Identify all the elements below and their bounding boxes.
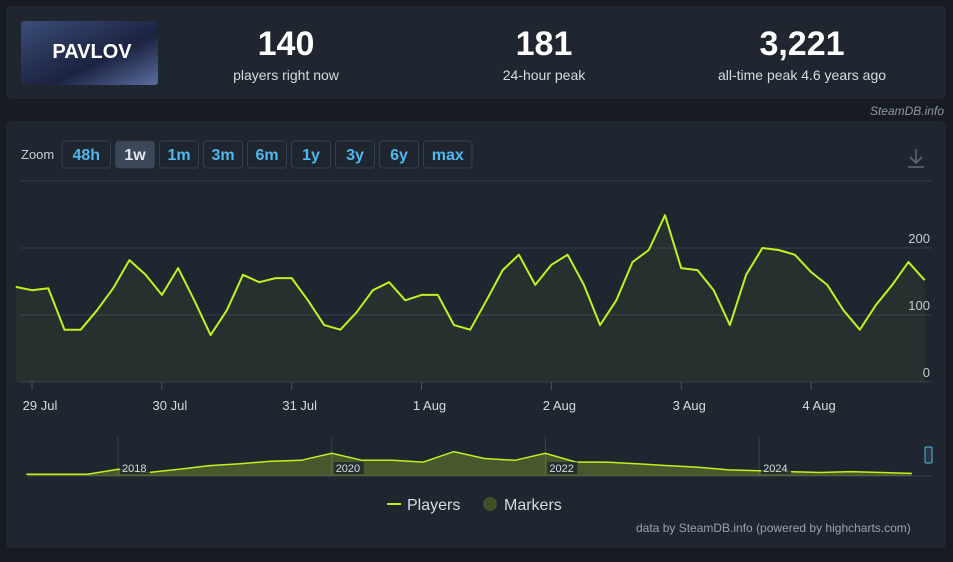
game-image bbox=[21, 21, 158, 85]
zoom-button-label[interactable]: 6m bbox=[255, 147, 278, 164]
stat-label: 24-hour peak bbox=[503, 67, 587, 83]
navigator-label: 2024 bbox=[763, 463, 787, 475]
navigator-label-bg bbox=[333, 462, 364, 474]
stat-value: 181 bbox=[516, 25, 573, 63]
stat-label: all-time peak 4.6 years ago bbox=[718, 67, 886, 83]
stat-value: 3,221 bbox=[759, 25, 844, 63]
zoom-button-label[interactable]: 6y bbox=[390, 147, 408, 164]
y-tick-label: 100 bbox=[908, 298, 930, 313]
zoom-button[interactable] bbox=[247, 140, 287, 169]
y-tick-label: 200 bbox=[908, 231, 930, 246]
navigator-label-bg bbox=[547, 462, 578, 474]
navigator-handle[interactable] bbox=[924, 446, 933, 464]
chart-card bbox=[6, 121, 946, 548]
zoom-button-label[interactable]: 3m bbox=[211, 147, 234, 164]
game-title: PAVLOV bbox=[52, 41, 132, 63]
navigator-label: 2018 bbox=[122, 463, 146, 475]
source: SteamDB.info bbox=[870, 104, 944, 118]
zoom-button-label[interactable]: 1y bbox=[302, 147, 320, 164]
navigator-label-bg bbox=[119, 462, 150, 474]
x-tick-label: 31 Jul bbox=[282, 398, 317, 413]
x-tick-label: 29 Jul bbox=[23, 398, 58, 413]
navigator-label: 2020 bbox=[336, 463, 360, 475]
stat-value: 140 bbox=[258, 25, 315, 63]
series-area bbox=[15, 215, 925, 382]
zoom-button[interactable] bbox=[203, 140, 243, 169]
stat-label: players right now bbox=[233, 67, 340, 83]
stats-card bbox=[6, 6, 946, 99]
legend-label[interactable]: Players bbox=[407, 497, 460, 514]
x-tick-label: 4 Aug bbox=[802, 398, 835, 413]
legend-swatch bbox=[483, 497, 497, 511]
credit: data by SteamDB.info (powered by highcha… bbox=[636, 521, 911, 535]
zoom-button[interactable] bbox=[335, 140, 375, 169]
zoom-button-label[interactable]: 1m bbox=[167, 147, 190, 164]
zoom-button-label[interactable]: 1w bbox=[124, 147, 146, 164]
zoom-button[interactable] bbox=[61, 140, 111, 169]
zoom-button[interactable] bbox=[159, 140, 199, 169]
navigator-label-bg bbox=[761, 462, 792, 474]
zoom-button-label[interactable]: max bbox=[432, 147, 464, 164]
legend-label[interactable]: Markers bbox=[504, 497, 562, 514]
x-tick-label: 3 Aug bbox=[673, 398, 706, 413]
navigator-label: 2022 bbox=[549, 463, 573, 475]
download-icon[interactable] bbox=[908, 149, 924, 168]
x-tick-label: 30 Jul bbox=[153, 398, 188, 413]
x-tick-label: 2 Aug bbox=[543, 398, 576, 413]
zoom-button[interactable] bbox=[291, 140, 331, 169]
zoom-button-label[interactable]: 3y bbox=[346, 147, 364, 164]
series-line bbox=[15, 214, 926, 337]
zoom-button-label[interactable]: 48h bbox=[72, 147, 100, 164]
zoom-button[interactable] bbox=[115, 140, 155, 169]
zoom-button[interactable] bbox=[423, 140, 473, 169]
zoom-label: Zoom bbox=[21, 147, 54, 162]
zoom-button[interactable] bbox=[379, 140, 419, 169]
navigator-area bbox=[26, 451, 912, 476]
x-tick-label: 1 Aug bbox=[413, 398, 446, 413]
y-tick-label: 0 bbox=[923, 365, 930, 380]
